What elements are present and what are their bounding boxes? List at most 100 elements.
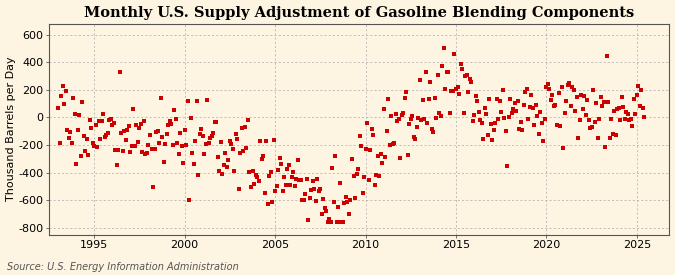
Point [504, 114, 514, 119]
Point [101, 133, 111, 138]
Point [411, 125, 422, 130]
Point [419, 117, 430, 121]
Point [268, 138, 279, 142]
Point [452, 85, 463, 89]
Point [134, 125, 145, 130]
Point [582, 97, 593, 102]
Point [413, 116, 424, 120]
Point [273, 168, 284, 172]
Point [443, 70, 454, 75]
Point [520, 90, 531, 95]
Point [279, 175, 290, 179]
Point [537, 121, 547, 125]
Point [603, 100, 614, 104]
Point [68, 96, 78, 100]
Point [367, 126, 377, 131]
Point [121, 138, 132, 143]
Point [427, 126, 437, 131]
Point [485, 122, 496, 127]
Point [188, 162, 199, 166]
Point [226, 142, 237, 147]
Point [358, 175, 369, 179]
Point [182, 98, 193, 103]
Point [500, 129, 511, 133]
Point [214, 168, 225, 173]
Point [284, 163, 294, 167]
Point [236, 125, 247, 130]
Point [124, 124, 134, 128]
Point [458, 111, 469, 115]
Point [576, 92, 587, 97]
Point [87, 141, 98, 145]
Point [63, 136, 74, 141]
Point [276, 162, 287, 166]
Point [394, 117, 404, 121]
Point [119, 129, 130, 133]
Point [115, 70, 126, 74]
Point [271, 184, 282, 189]
Point [205, 136, 216, 140]
Point [565, 104, 576, 108]
Point [402, 153, 413, 158]
Point [250, 173, 261, 177]
Point [253, 179, 264, 183]
Point [274, 156, 285, 160]
Point [467, 119, 478, 123]
Point [93, 119, 104, 123]
Point [639, 114, 650, 119]
Point [362, 120, 373, 125]
Point [173, 152, 184, 157]
Point [288, 170, 298, 174]
Point [626, 117, 637, 121]
Point [130, 144, 140, 148]
Point [627, 124, 638, 128]
Point [84, 117, 95, 122]
Point [342, 200, 353, 204]
Point [111, 163, 122, 167]
Point [383, 97, 394, 101]
Point [138, 119, 149, 123]
Point [535, 109, 546, 114]
Point [164, 119, 175, 123]
Point [431, 116, 442, 121]
Point [499, 116, 510, 121]
Point [315, 187, 326, 191]
Point [570, 109, 580, 114]
Point [213, 155, 223, 159]
Point [526, 92, 537, 97]
Point [261, 139, 271, 144]
Point [267, 200, 277, 205]
Point [604, 136, 615, 141]
Point [309, 186, 320, 191]
Point [244, 170, 255, 174]
Point [335, 181, 346, 185]
Point [291, 177, 302, 182]
Point [341, 195, 352, 199]
Point [221, 164, 232, 169]
Point [479, 106, 490, 111]
Point [556, 85, 567, 89]
Point [89, 143, 100, 148]
Point [77, 99, 88, 104]
Point [568, 88, 579, 92]
Point [532, 114, 543, 118]
Point [460, 74, 470, 79]
Point [110, 148, 121, 152]
Point [238, 148, 249, 153]
Point [158, 160, 169, 164]
Point [306, 188, 317, 192]
Point [200, 142, 211, 147]
Point [621, 109, 632, 114]
Point [494, 99, 505, 103]
Point [454, 91, 464, 96]
Point [449, 52, 460, 57]
Point [137, 150, 148, 154]
Point [502, 164, 512, 168]
Point [132, 140, 143, 144]
Point [324, 217, 335, 221]
Point [70, 112, 80, 116]
Point [615, 118, 626, 123]
Point [551, 123, 562, 128]
Point [160, 142, 171, 147]
Point [152, 129, 163, 134]
